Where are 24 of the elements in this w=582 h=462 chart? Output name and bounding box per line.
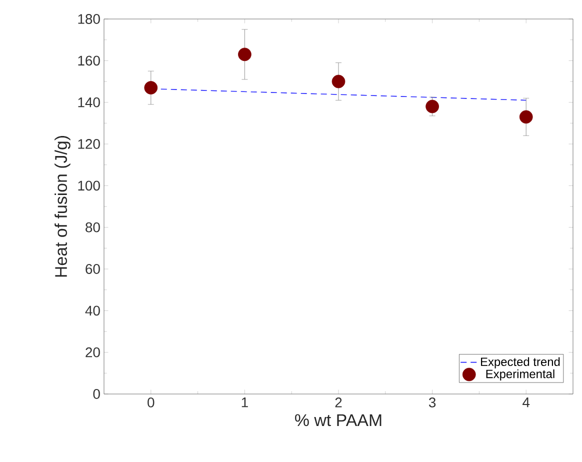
y-tick-label: 60	[86, 264, 100, 274]
point	[238, 48, 252, 62]
y-tick-label: 20	[86, 347, 100, 358]
y-tick-label: 120	[78, 139, 100, 149]
y-tick-label: 0	[93, 389, 100, 399]
y-tick-label: 140	[78, 97, 100, 108]
x-axis-title: % wt PAAM	[295, 414, 382, 426]
x-tick-label: 0	[148, 398, 154, 408]
legend-label: Experimental	[486, 369, 554, 381]
x-tick-label: 4	[522, 398, 530, 408]
y-tick-label: 160	[78, 56, 100, 66]
point	[144, 81, 158, 94]
point	[426, 100, 439, 114]
y-tick-label: 80	[86, 222, 100, 232]
point	[519, 110, 533, 124]
x-tick-label: 3	[428, 398, 436, 408]
point	[332, 74, 346, 88]
y-tick-label: 40	[85, 306, 100, 316]
y-axis-title: Heat of fusion (J/g)	[54, 136, 70, 277]
y-tick-label: 100	[78, 180, 100, 191]
x-tick-label: 1	[242, 398, 248, 408]
x-tick-label: 2	[335, 398, 342, 408]
legend-label: Expected trend	[481, 357, 560, 368]
y-tick-label: 180	[78, 14, 100, 24]
